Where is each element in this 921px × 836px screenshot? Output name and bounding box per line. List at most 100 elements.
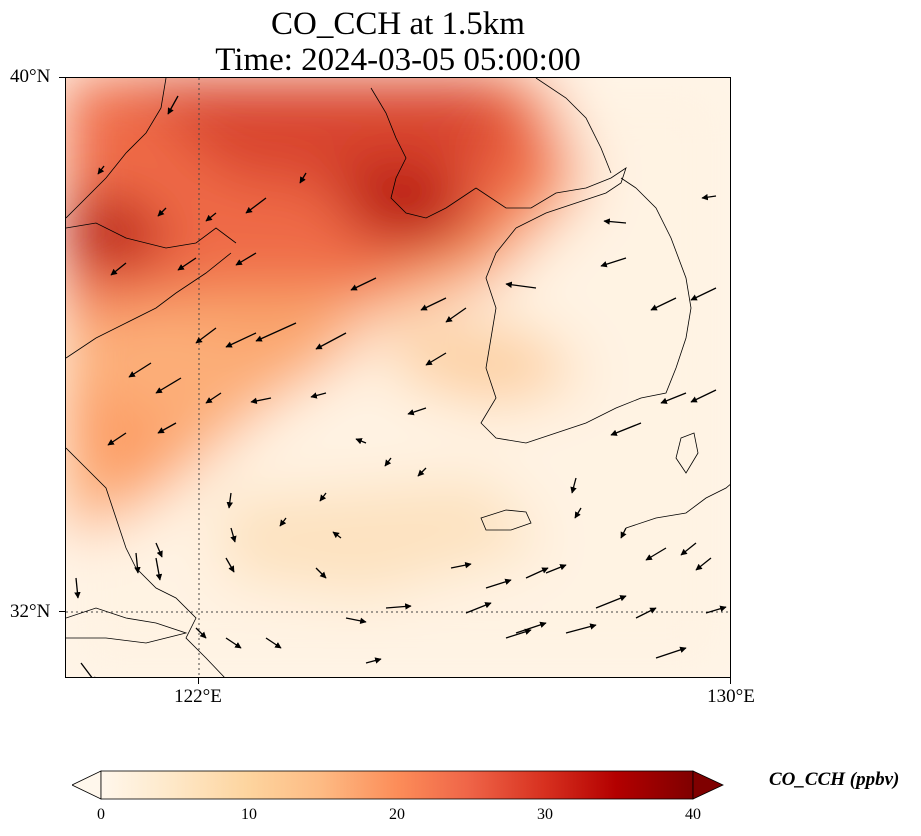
wind-arrow <box>465 602 492 614</box>
lat-label-40n: 40°N <box>10 66 51 87</box>
wind-arrow <box>515 621 547 634</box>
map-svg <box>66 78 730 677</box>
wind-arrow <box>603 218 627 225</box>
wind-arrow <box>107 432 127 446</box>
wind-arrow <box>525 567 549 579</box>
wind-arrow <box>635 607 657 619</box>
coastline-bohai <box>66 78 167 219</box>
wind-arrow <box>365 657 382 664</box>
wind-arrow <box>245 197 267 214</box>
wind-vectors <box>74 95 727 677</box>
wind-arrow <box>545 564 567 574</box>
gridlines <box>66 78 730 677</box>
wind-arrow <box>610 422 642 436</box>
wind-arrow <box>385 603 412 610</box>
map-subtitle-time: Time: 2024-03-05 05:00:00 <box>215 42 581 78</box>
coastline-korean-peninsula <box>480 177 692 444</box>
wind-arrow <box>425 352 447 366</box>
colorbar-gradient <box>100 770 694 800</box>
colorbar-tick-40: 40 <box>685 806 701 823</box>
lat-tick-32n <box>59 611 65 612</box>
wind-arrow <box>74 577 81 599</box>
wind-arrow <box>690 287 717 301</box>
wind-arrow <box>407 407 427 416</box>
coastlines <box>66 78 730 677</box>
wind-arrow <box>195 327 217 344</box>
wind-arrow <box>655 646 687 659</box>
wind-arrow <box>225 637 242 649</box>
wind-arrow <box>225 557 235 573</box>
wind-arrow <box>450 561 472 569</box>
lon-label-122e: 122°E <box>174 686 222 707</box>
wind-arrow <box>345 617 367 625</box>
coastline-north-korea <box>475 167 627 229</box>
wind-arrow <box>505 628 532 639</box>
map-panel <box>65 77 731 678</box>
wind-arrow <box>177 257 197 271</box>
wind-arrow <box>319 492 327 502</box>
wind-arrow <box>600 257 627 268</box>
wind-arrow <box>155 557 163 581</box>
wind-arrow <box>485 578 512 589</box>
wind-arrow <box>134 552 141 574</box>
wind-arrow <box>225 332 257 348</box>
wind-arrow <box>310 392 327 399</box>
wind-arrow <box>650 297 677 311</box>
coastline-jiangsu <box>66 447 225 677</box>
wind-arrow <box>315 567 327 579</box>
wind-arrow <box>167 95 179 115</box>
wind-arrow <box>279 517 287 527</box>
wind-arrow <box>705 605 727 614</box>
wind-arrow <box>445 307 467 323</box>
colorbar-svg <box>71 770 724 800</box>
wind-arrow <box>680 542 697 556</box>
concentration-field <box>66 78 730 677</box>
colorbar-tick-0: 0 <box>97 806 105 823</box>
wind-arrow <box>80 662 97 677</box>
wind-arrow <box>155 542 163 558</box>
lon-tick-122e <box>198 678 199 684</box>
coastline-liaodong <box>370 87 477 219</box>
colorbar-label: CO_CCH (ppbv) <box>769 769 900 790</box>
lat-tick-40n <box>59 77 65 78</box>
wind-arrow <box>226 492 233 509</box>
wind-arrow <box>299 172 307 184</box>
wind-arrow <box>110 262 127 276</box>
wind-arrow <box>350 277 377 291</box>
colorbar <box>71 770 724 800</box>
wind-arrow <box>690 389 717 403</box>
wind-arrow <box>250 397 272 405</box>
wind-arrow <box>128 362 152 378</box>
yangtze-estuary <box>66 607 188 644</box>
colorbar-tick-30: 30 <box>537 806 553 823</box>
coastline-kyushu <box>625 484 730 529</box>
wind-arrow <box>595 595 627 609</box>
coastline-korea-northeast <box>535 78 612 174</box>
wind-arrow <box>157 207 167 217</box>
wind-arrow <box>420 297 447 311</box>
wind-arrow <box>265 637 282 649</box>
wind-arrow <box>695 557 712 571</box>
jeju-island <box>480 509 532 531</box>
wind-arrow <box>384 457 392 467</box>
wind-arrow <box>97 165 105 175</box>
colorbar-tick-20: 20 <box>389 806 405 823</box>
wind-arrow <box>332 531 342 539</box>
wind-arrow <box>701 193 717 201</box>
tsushima-island <box>675 432 699 474</box>
wind-arrow <box>505 281 537 289</box>
wind-arrow <box>315 332 347 350</box>
wind-arrow <box>570 477 577 494</box>
coastline-shandong-south <box>66 252 232 359</box>
wind-arrow <box>235 252 257 266</box>
colorbar-max-extend <box>692 770 724 800</box>
wind-arrow <box>157 422 177 434</box>
wind-arrow <box>205 392 222 404</box>
wind-arrow <box>574 507 582 519</box>
lon-label-130e: 130°E <box>707 686 755 707</box>
wind-arrow <box>565 623 597 634</box>
wind-arrow <box>255 322 297 342</box>
wind-arrow <box>355 438 367 445</box>
lon-tick-130e <box>730 678 731 684</box>
wind-arrow <box>205 212 217 222</box>
